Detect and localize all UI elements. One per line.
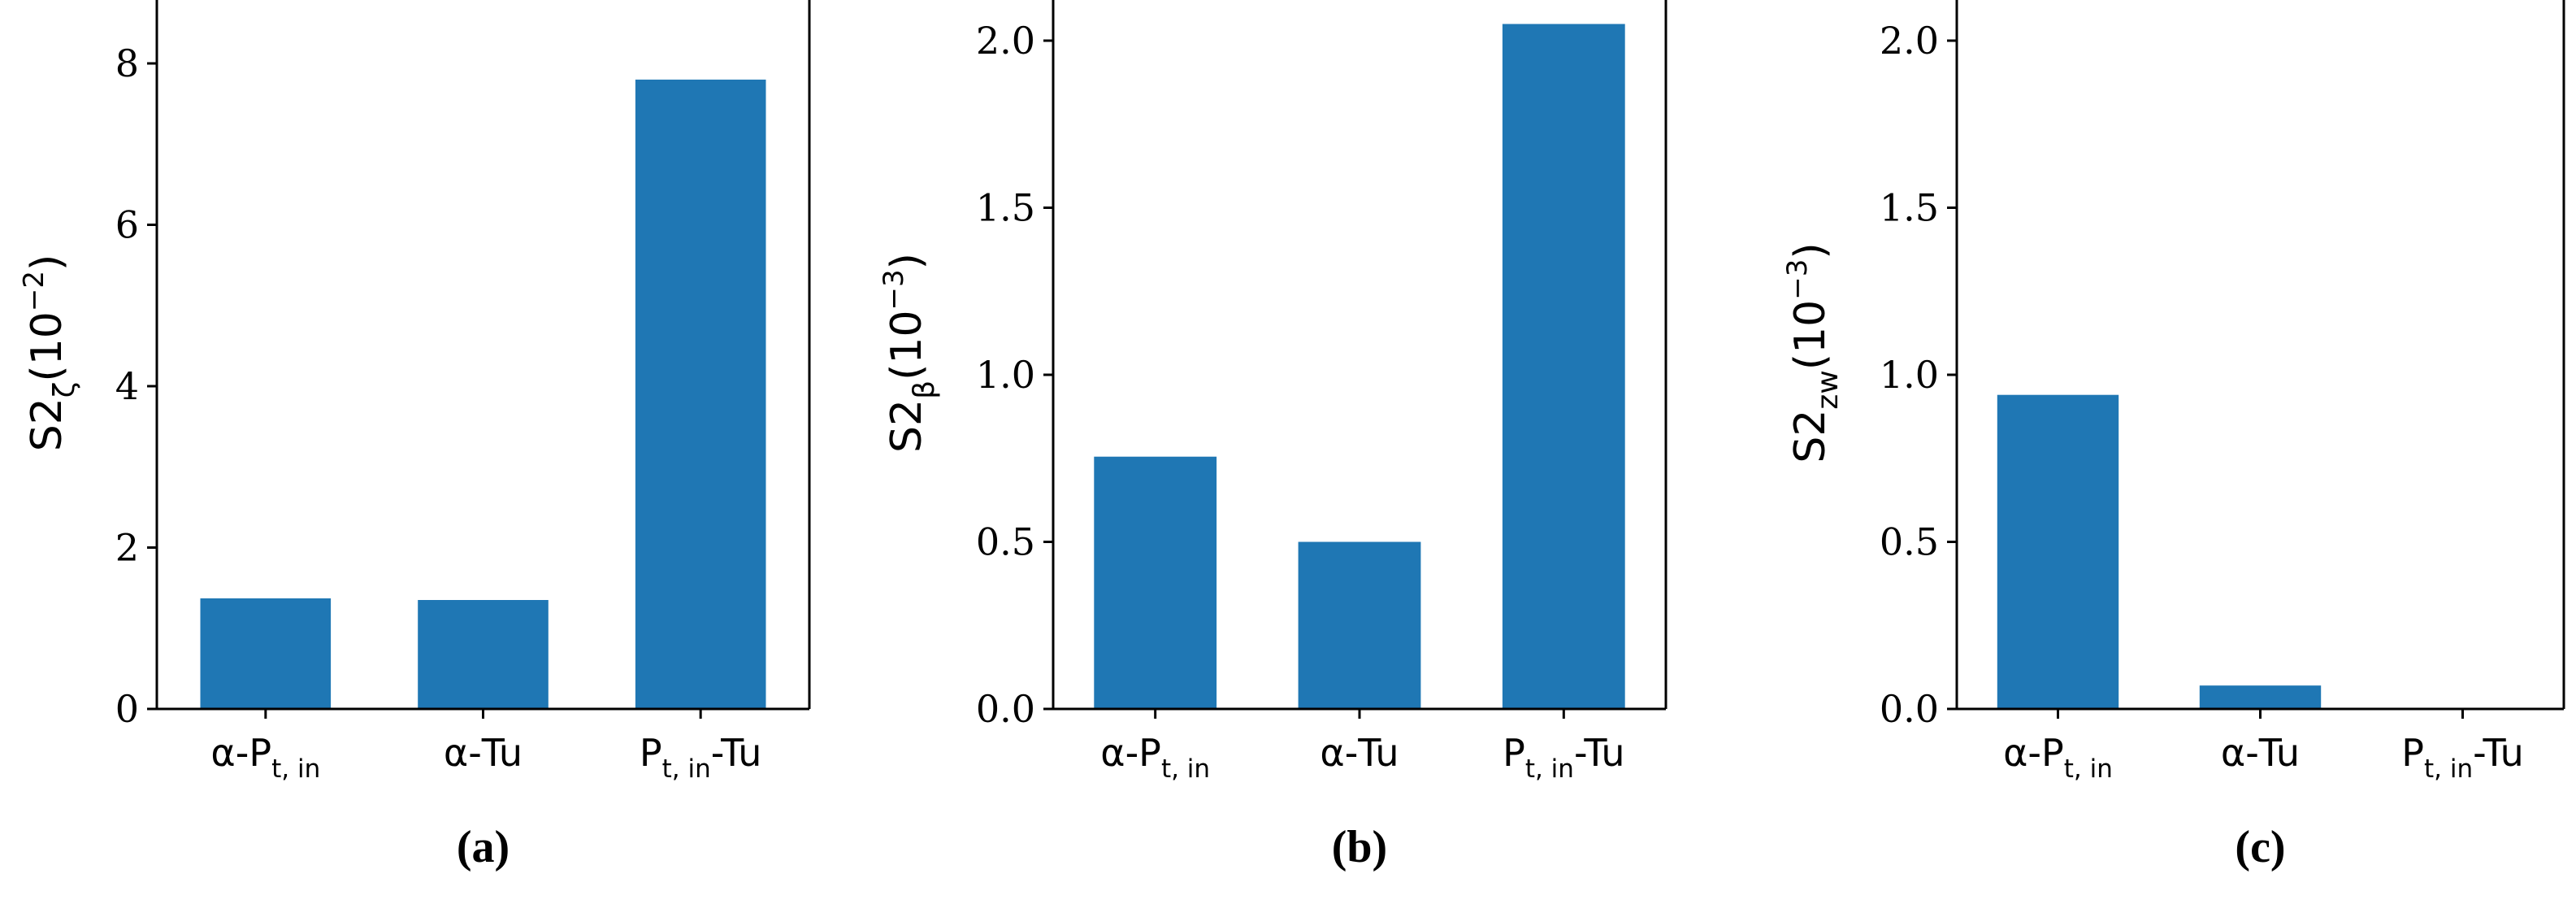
bar-2 bbox=[418, 600, 549, 709]
chart-panel-2: 0.0 0.5 1.0 1.5 2.0 α-Pt, in α-Tu Pt, in-Tu S2β(… bbox=[878, 0, 1667, 872]
x-tick-label: Pt, in-Tu bbox=[2401, 731, 2524, 784]
bar-1 bbox=[200, 598, 332, 709]
y-tick-label: 0.0 bbox=[976, 687, 1035, 731]
y-tick-label: 2.0 bbox=[1880, 19, 1939, 63]
y-tick-label: 0.5 bbox=[1880, 520, 1939, 564]
panel-label: (b) bbox=[1332, 822, 1387, 872]
y-tick-label: 2 bbox=[115, 526, 139, 570]
x-tick-label: α-Pt, in bbox=[210, 731, 320, 784]
bar-1 bbox=[1094, 456, 1217, 709]
y-tick-label: 1.5 bbox=[976, 186, 1035, 230]
y-tick-label: 8 bbox=[115, 41, 139, 85]
bar-1 bbox=[1997, 394, 2119, 709]
y-tick-label: 0 bbox=[115, 687, 139, 731]
bar-2 bbox=[1298, 541, 1421, 709]
y-axis-label: S2zw(10−3) bbox=[1781, 242, 1845, 463]
chart-panel-1: 0 2 4 6 8 α-Pt, in α-Tu Pt, in-Tu S2ζ(10−2) (a) bbox=[18, 0, 811, 872]
x-tick-label: α-Tu bbox=[444, 731, 523, 775]
y-tick-label: 1.0 bbox=[976, 353, 1035, 397]
y-tick-label: 0.5 bbox=[976, 520, 1035, 564]
y-tick-label: 1.0 bbox=[1880, 353, 1939, 397]
chart-panel-3: 0.0 0.5 1.0 1.5 2.0 α-Pt, in α-Tu Pt, in-Tu S2zw… bbox=[1781, 0, 2565, 872]
y-axis-label: S2β(10−3) bbox=[878, 253, 941, 453]
panel-label: (a) bbox=[457, 822, 510, 872]
panel-label: (c) bbox=[2235, 822, 2285, 872]
y-tick-label: 2.0 bbox=[976, 19, 1035, 63]
x-tick-label: α-Tu bbox=[1320, 731, 1399, 775]
y-tick-label: 4 bbox=[115, 364, 139, 408]
bar-2 bbox=[2199, 685, 2322, 709]
x-tick-label: α-Pt, in bbox=[2003, 731, 2113, 784]
y-tick-label: 0.0 bbox=[1880, 687, 1939, 731]
x-tick-label: α-Pt, in bbox=[1100, 731, 1210, 784]
bar-3 bbox=[1502, 24, 1625, 709]
bar-3 bbox=[635, 79, 766, 709]
x-tick-label: Pt, in-Tu bbox=[1503, 731, 1625, 784]
x-tick-label: α-Tu bbox=[2221, 731, 2300, 775]
y-tick-label: 6 bbox=[115, 203, 139, 247]
x-tick-label: Pt, in-Tu bbox=[640, 731, 762, 784]
y-axis-label: S2ζ(10−2) bbox=[18, 254, 81, 452]
y-tick-label: 1.5 bbox=[1880, 186, 1939, 230]
